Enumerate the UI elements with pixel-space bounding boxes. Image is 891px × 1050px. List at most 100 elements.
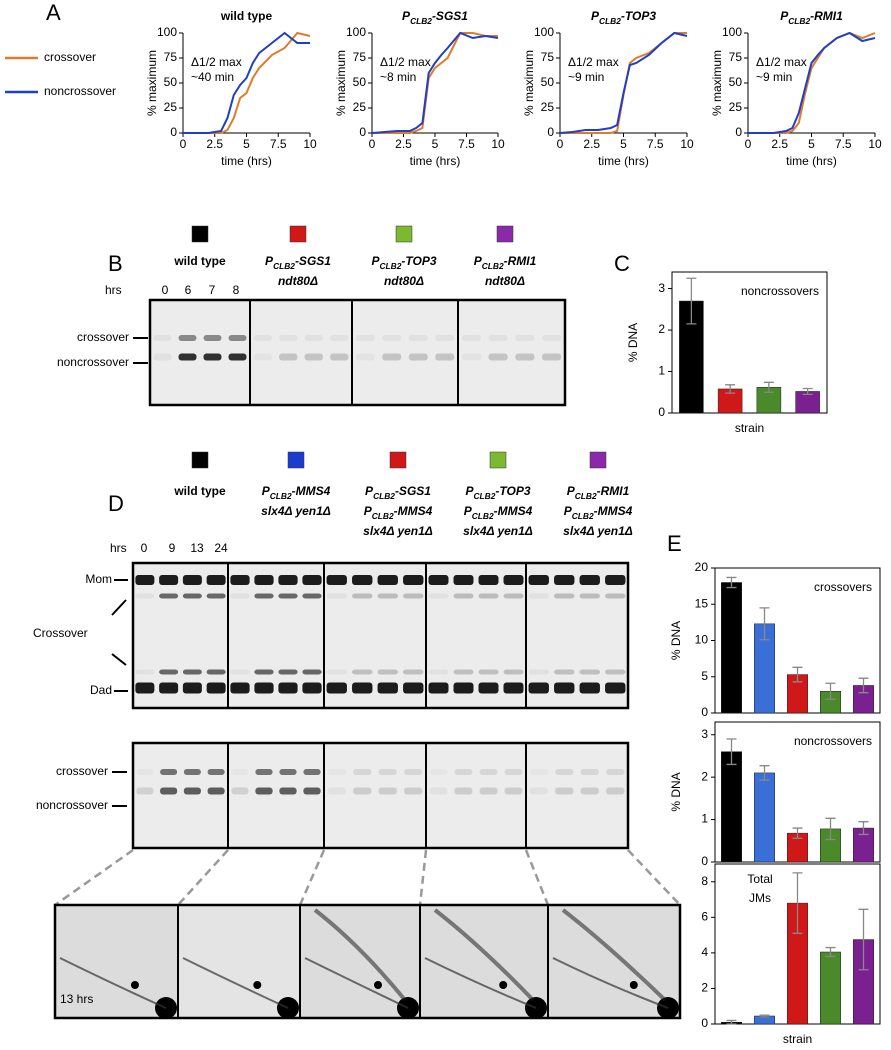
gel-band <box>254 575 274 585</box>
gel-band <box>353 787 372 795</box>
y-axis-label: % maximum <box>145 50 159 116</box>
text-part: -TOP3 <box>495 484 530 498</box>
gel-band <box>429 787 448 795</box>
gel-band <box>454 787 473 795</box>
strain-label: PCLB2-TOP3 <box>371 254 436 271</box>
y-tick-label: 75 <box>353 50 367 64</box>
y-tick-label: 5 <box>701 669 708 683</box>
gel-band <box>279 353 298 361</box>
gel-band <box>503 669 524 675</box>
zoom-guide <box>54 848 134 907</box>
error-bar <box>825 682 836 700</box>
error-bar <box>792 666 803 683</box>
strain-label: PCLB2-TOP3 <box>465 484 530 501</box>
gel-band <box>135 575 155 585</box>
text-part: wild type <box>173 484 226 498</box>
gel-background <box>133 743 628 848</box>
gel-band <box>530 769 548 775</box>
gel-band <box>228 335 247 341</box>
gel-band <box>254 669 274 675</box>
gel-arc <box>304 957 409 1009</box>
gel-band <box>326 593 347 599</box>
error-bar <box>759 1014 770 1018</box>
band-label: noncrossover <box>57 355 129 369</box>
band-label: Crossover <box>33 626 88 640</box>
strain-label: wild type <box>173 254 226 268</box>
gel-band <box>160 769 178 775</box>
y-tick-label: 50 <box>729 75 743 89</box>
gel-spot <box>499 981 508 989</box>
y-tick-label: 0 <box>547 125 554 139</box>
gel-band <box>160 787 178 795</box>
text-part: slx4Δ yen1Δ <box>363 524 433 538</box>
y-axis-label: % maximum <box>522 50 536 116</box>
chart-title: Total <box>747 872 772 886</box>
gel-band <box>302 575 322 585</box>
gel-band <box>377 682 398 694</box>
series-line <box>371 31 499 134</box>
gel-band <box>579 575 600 585</box>
series-line <box>372 32 498 134</box>
band-tick <box>111 599 127 616</box>
strain-label: ndt80Δ <box>384 274 424 288</box>
chart-title: crossovers <box>814 580 872 594</box>
gel-band <box>529 787 548 795</box>
subscript: CLB2 <box>373 491 395 501</box>
band-label: noncrossover <box>36 798 108 812</box>
lane-label: 13 <box>190 541 204 555</box>
gel-band <box>136 769 153 775</box>
gel-spot <box>130 981 139 989</box>
error-bar <box>825 817 836 841</box>
y-tick-label: 0 <box>701 705 708 719</box>
gel-band <box>461 335 482 341</box>
subscript: CLB2 <box>599 16 621 26</box>
inset-gel <box>55 905 178 1018</box>
y-tick-label: 0 <box>701 854 708 868</box>
text-part: -MMS4 <box>394 504 433 518</box>
y-tick-label: 75 <box>729 50 743 64</box>
gel-band <box>278 682 298 694</box>
gel-band <box>230 575 250 585</box>
text-part: -MMS4 <box>292 484 331 498</box>
gel-band <box>254 682 274 694</box>
gel-band <box>377 669 398 675</box>
gel-band <box>278 593 298 599</box>
x-tick-label: 5 <box>432 137 439 151</box>
gel-band <box>435 335 455 341</box>
lane-label: 24 <box>214 541 228 555</box>
subscript: CLB2 <box>273 261 295 271</box>
y-axis-label: % maximum <box>334 50 348 116</box>
error-bar <box>726 738 737 766</box>
subscript: CLB2 <box>372 511 394 521</box>
x-tick-label: 5 <box>620 137 627 151</box>
subscript: CLB2 <box>788 16 810 26</box>
gel-band <box>579 682 600 694</box>
gel-band <box>182 669 202 675</box>
lane-label: 0 <box>141 541 148 555</box>
error-bar <box>686 277 697 325</box>
gel-band <box>303 787 321 795</box>
subscript: CLB2 <box>575 491 597 501</box>
gel-band <box>453 575 474 585</box>
text-part: -SGS1 <box>295 254 331 268</box>
chart-title: JMs <box>749 891 771 905</box>
gel-band <box>403 575 424 585</box>
band-label: crossover <box>77 330 129 344</box>
gel-band <box>279 787 297 795</box>
gel-band <box>503 593 524 599</box>
y-tick-label: 0 <box>735 125 742 139</box>
gel-band <box>382 335 402 341</box>
gel-band <box>528 593 549 599</box>
gel-band <box>328 769 346 775</box>
gel-band <box>605 669 626 675</box>
x-tick-label: 0 <box>369 137 376 151</box>
strain-label: wild type <box>173 484 226 498</box>
gel-band <box>555 787 574 795</box>
x-tick-label: 0 <box>557 137 564 151</box>
text-part: ndt80Δ <box>278 274 318 288</box>
error-bar <box>802 387 813 395</box>
gel-band <box>153 335 172 341</box>
gel-band <box>279 335 298 341</box>
gel-band <box>203 335 222 341</box>
strain-swatch <box>395 225 413 243</box>
